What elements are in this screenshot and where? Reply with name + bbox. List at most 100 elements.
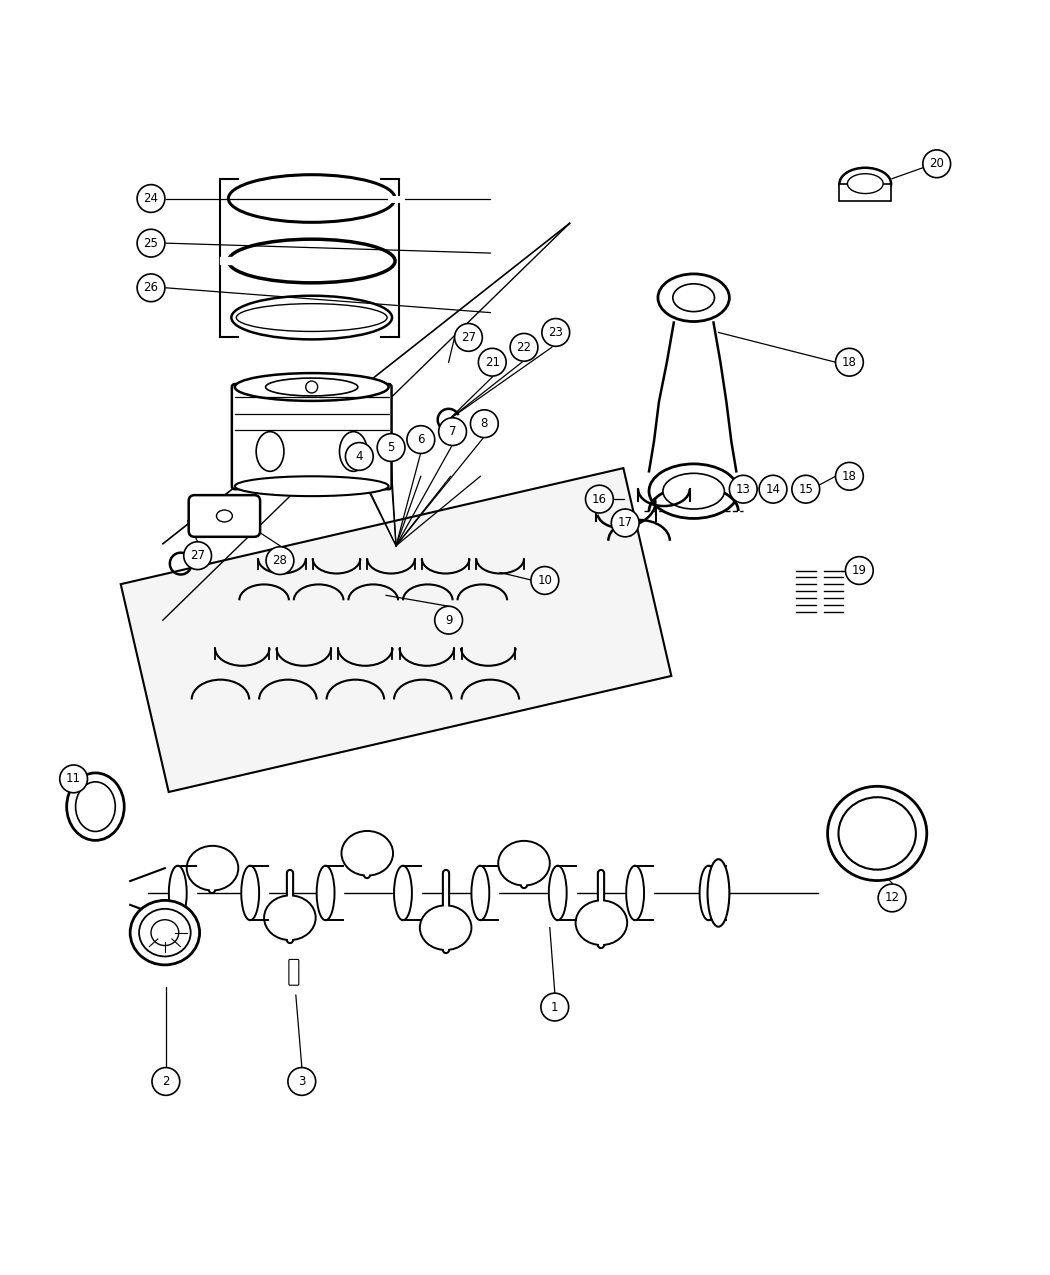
Text: 28: 28: [273, 555, 288, 567]
Text: 18: 18: [842, 469, 857, 483]
Ellipse shape: [341, 831, 393, 876]
Circle shape: [152, 1067, 180, 1095]
Text: 26: 26: [144, 282, 159, 295]
Text: 15: 15: [798, 483, 813, 496]
Bar: [840, 184, 891, 201]
Circle shape: [439, 418, 466, 445]
Ellipse shape: [235, 477, 388, 496]
Ellipse shape: [827, 787, 927, 881]
Text: 10: 10: [538, 574, 552, 586]
Text: 24: 24: [144, 193, 159, 205]
FancyBboxPatch shape: [289, 959, 299, 986]
Text: 11: 11: [66, 773, 81, 785]
Text: 14: 14: [765, 483, 780, 496]
Text: 12: 12: [884, 891, 900, 904]
Ellipse shape: [339, 432, 368, 472]
Text: 25: 25: [144, 237, 159, 250]
Ellipse shape: [151, 919, 178, 946]
Text: 19: 19: [852, 564, 867, 578]
Circle shape: [923, 150, 950, 177]
Ellipse shape: [317, 866, 335, 921]
Ellipse shape: [266, 379, 358, 397]
Circle shape: [845, 557, 874, 584]
Text: 27: 27: [461, 332, 476, 344]
Text: 27: 27: [190, 550, 205, 562]
Circle shape: [730, 476, 757, 504]
Ellipse shape: [673, 284, 714, 311]
Circle shape: [470, 409, 498, 437]
Ellipse shape: [663, 473, 724, 509]
Text: 23: 23: [548, 326, 563, 339]
Ellipse shape: [76, 782, 116, 831]
Circle shape: [510, 334, 538, 361]
Circle shape: [345, 442, 373, 470]
Text: 5: 5: [387, 441, 395, 454]
Circle shape: [586, 486, 613, 513]
Ellipse shape: [394, 866, 412, 921]
Circle shape: [878, 884, 906, 912]
Circle shape: [60, 765, 87, 793]
Text: 16: 16: [592, 492, 607, 506]
Ellipse shape: [66, 773, 124, 840]
Circle shape: [138, 185, 165, 213]
Circle shape: [184, 542, 211, 570]
Circle shape: [479, 348, 506, 376]
Circle shape: [759, 476, 786, 504]
Text: 6: 6: [417, 434, 424, 446]
Circle shape: [455, 324, 482, 352]
Text: 21: 21: [485, 356, 500, 368]
Ellipse shape: [256, 432, 284, 472]
Circle shape: [288, 1067, 316, 1095]
Ellipse shape: [265, 895, 316, 940]
Circle shape: [611, 509, 639, 537]
Circle shape: [138, 274, 165, 302]
Text: 9: 9: [445, 613, 453, 626]
Ellipse shape: [708, 859, 730, 927]
Text: 20: 20: [929, 157, 944, 171]
Ellipse shape: [187, 845, 238, 890]
Text: 1: 1: [551, 1001, 559, 1014]
Circle shape: [138, 230, 165, 258]
Ellipse shape: [839, 797, 916, 870]
Ellipse shape: [216, 510, 232, 521]
Ellipse shape: [130, 900, 200, 965]
Circle shape: [435, 606, 462, 634]
Text: 3: 3: [298, 1075, 306, 1088]
Ellipse shape: [575, 900, 627, 945]
FancyBboxPatch shape: [232, 384, 392, 490]
Bar: [121, 468, 671, 792]
Ellipse shape: [847, 173, 883, 194]
Ellipse shape: [242, 866, 259, 921]
Text: 8: 8: [481, 417, 488, 430]
FancyBboxPatch shape: [189, 495, 260, 537]
Text: 7: 7: [448, 425, 457, 439]
Ellipse shape: [169, 866, 187, 921]
Ellipse shape: [139, 909, 191, 956]
Text: 17: 17: [617, 516, 633, 529]
Circle shape: [541, 993, 569, 1021]
Text: 22: 22: [517, 340, 531, 354]
Ellipse shape: [420, 905, 471, 950]
Circle shape: [377, 434, 405, 462]
Ellipse shape: [699, 866, 717, 921]
Circle shape: [306, 381, 318, 393]
Ellipse shape: [649, 464, 738, 519]
Circle shape: [836, 348, 863, 376]
Ellipse shape: [498, 842, 550, 886]
Circle shape: [792, 476, 820, 504]
Ellipse shape: [658, 274, 730, 321]
Circle shape: [531, 566, 559, 594]
Circle shape: [407, 426, 435, 454]
Ellipse shape: [626, 866, 644, 921]
Text: 18: 18: [842, 356, 857, 368]
Text: 2: 2: [162, 1075, 170, 1088]
Ellipse shape: [549, 866, 567, 921]
Ellipse shape: [471, 866, 489, 921]
Text: 4: 4: [356, 450, 363, 463]
Text: 13: 13: [736, 483, 751, 496]
Ellipse shape: [235, 374, 388, 400]
Circle shape: [542, 319, 570, 347]
Circle shape: [266, 547, 294, 575]
Circle shape: [836, 463, 863, 490]
Ellipse shape: [840, 168, 891, 199]
